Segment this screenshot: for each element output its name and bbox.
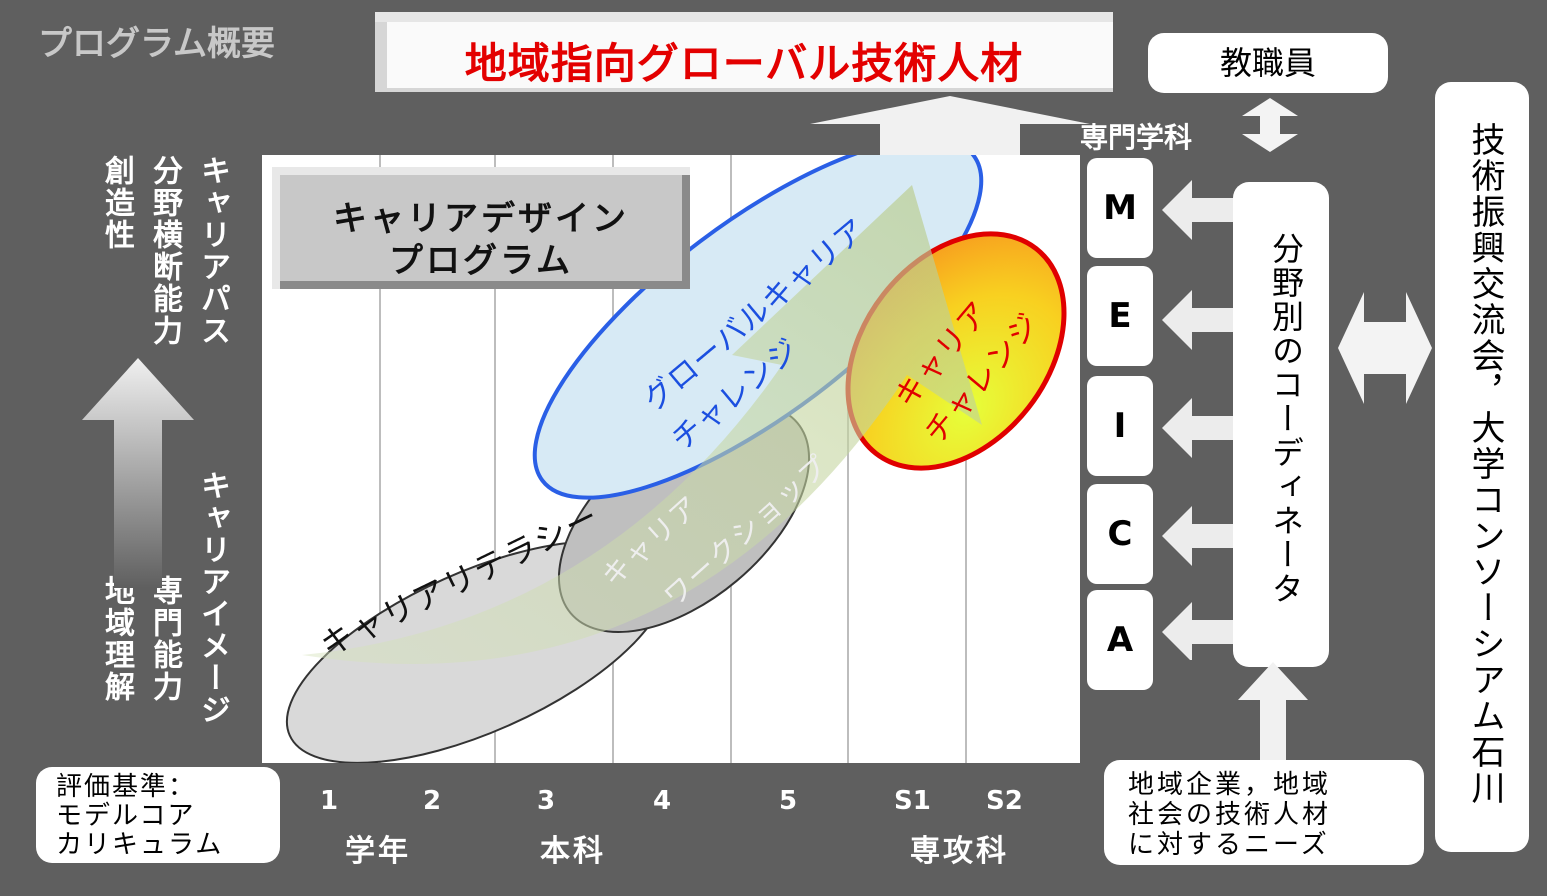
x-tick-1: 1: [320, 786, 339, 816]
page-title: プログラム概要: [38, 24, 275, 64]
criteria-line-2: モデルコア: [56, 801, 196, 831]
consortium-box: 技術振興交流会，大学コンソーシアム石川: [1435, 82, 1529, 852]
axis-bottom-text-3: 地域理解: [99, 575, 134, 703]
staff-dept-double-arrow: [1242, 98, 1298, 152]
dept-i: I: [1087, 376, 1153, 476]
program-box-line2: プログラム: [389, 241, 573, 281]
dept-m: M: [1087, 158, 1153, 258]
axis-bottom-text-2: 専門能力: [147, 575, 182, 703]
x-group-grade: 学年: [345, 834, 411, 869]
x-tick-s2: S2: [986, 786, 1023, 816]
growth-arrow: [302, 185, 982, 664]
needs-box: 地域企業，地域 社会の技術人材 に対するニーズ: [1104, 760, 1424, 865]
arrow-to-a: [1162, 602, 1234, 660]
consortium-text: 技術振興交流会，大学コンソーシアム石川: [1465, 122, 1505, 806]
needs-line-2: 社会の技術人材: [1128, 800, 1332, 830]
x-group-advanced: 専攻科: [910, 834, 1009, 869]
x-tick-2: 2: [423, 786, 442, 816]
arrow-to-e: [1162, 290, 1234, 350]
needs-up-arrow: [1238, 662, 1308, 762]
dept-c: C: [1087, 484, 1153, 584]
needs-line-1: 地域企業，地域: [1128, 770, 1332, 800]
axis-top-text-1: キャリアパス: [195, 155, 230, 347]
program-box-line1: キャリアデザイン: [333, 199, 629, 239]
coordinator-text: 分野別のコーディネータ: [1267, 232, 1305, 606]
dept-a: A: [1087, 590, 1153, 690]
left-up-arrow: [82, 358, 194, 588]
timeline-plot: キャリアデザイン プログラム キャリアリテラシー キャリア ワークショップ グロ…: [262, 155, 1080, 763]
criteria-line-3: カリキュラム: [56, 830, 224, 860]
criteria-box: 評価基準： モデルコア カリキュラム: [36, 767, 280, 863]
coordinator-box: 分野別のコーディネータ: [1233, 182, 1329, 667]
coordinator-consortium-double-arrow: [1338, 292, 1432, 404]
axis-top-text-2: 分野横断能力: [147, 155, 182, 347]
dept-e: E: [1087, 266, 1153, 366]
staff-box: 教職員: [1148, 33, 1388, 93]
axis-bottom-text-1: キャリアイメージ: [195, 470, 230, 726]
x-tick-5: 5: [779, 786, 798, 816]
criteria-line-1: 評価基準：: [56, 772, 197, 802]
arrow-to-c: [1162, 506, 1234, 566]
banner-box: [375, 22, 1113, 92]
x-tick-s1: S1: [894, 786, 931, 816]
x-tick-3: 3: [537, 786, 556, 816]
needs-line-3: に対するニーズ: [1128, 830, 1330, 860]
x-tick-4: 4: [653, 786, 672, 816]
up-arrow-to-banner: [810, 96, 1090, 156]
program-box: キャリアデザイン プログラム: [272, 167, 690, 289]
department-label: 専門学科: [1080, 121, 1193, 154]
x-group-main: 本科: [540, 834, 606, 869]
arrow-to-m: [1162, 180, 1234, 240]
arrow-to-i: [1162, 398, 1234, 458]
axis-top-text-3: 創造性: [99, 155, 134, 251]
banner-text: 地域指向グローバル技術人材: [464, 39, 1024, 88]
coordinator-arrows: [1162, 180, 1234, 660]
